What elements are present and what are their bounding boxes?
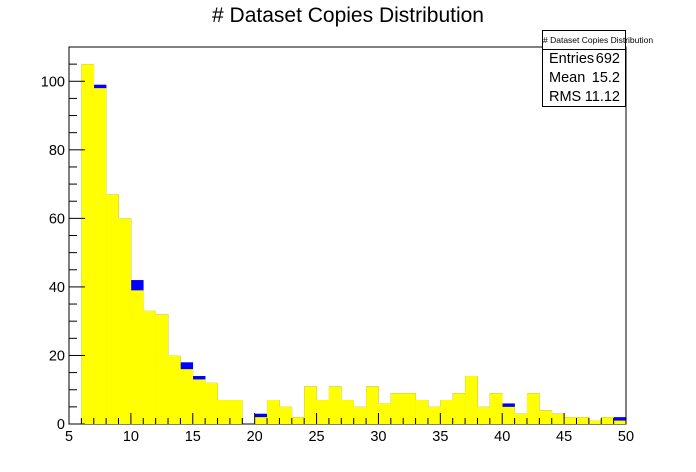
x-tick-label: 20 [247,429,263,445]
histogram-bar [304,386,317,424]
histogram-bar [267,400,280,424]
histogram-bar [576,417,590,424]
histogram-bar [588,420,602,424]
stats-box: # Dataset Copies Distribution Entries 69… [542,30,653,107]
histogram-bar [551,413,565,424]
stats-label: RMS [549,89,582,105]
stats-value: 11.12 [584,89,620,105]
y-tick-label: 40 [49,280,65,296]
histogram-bar [205,382,218,424]
histogram-bar [539,410,553,424]
histogram-bar [143,310,156,424]
histogram-bar [465,376,478,424]
histogram-bar [341,400,354,424]
histogram-bar [118,218,132,424]
histogram-bar [526,393,540,424]
x-tick-label: 45 [556,429,572,445]
histogram-bar [353,406,367,424]
x-tick-label: 50 [618,429,634,445]
histogram-bar [93,88,107,425]
histogram-bar [452,393,466,424]
x-tick-label: 10 [123,429,139,445]
histogram-bar [328,386,342,424]
x-tick-label: 25 [308,429,324,445]
stats-row-entries: Entries 692 [543,50,625,69]
histogram-bar [180,369,194,424]
histogram-bar [477,406,491,424]
histogram-bar [502,406,515,424]
histogram-bar [415,400,429,424]
y-tick-label: 60 [49,211,65,227]
histogram-bar [489,393,503,424]
histogram-bar [427,406,441,424]
y-tick-label: 100 [41,74,65,90]
histogram-bar [254,417,268,424]
histogram-bar [130,290,144,424]
x-tick-label: 5 [65,429,73,445]
stats-row-mean: Mean 15.2 [543,69,625,88]
histogram-bar [601,417,614,424]
histogram-bar [564,417,577,424]
y-tick-label: 80 [49,143,65,159]
histogram-bar [217,400,231,424]
histogram-bar [229,400,243,424]
stats-value: 15.2 [591,70,620,86]
x-tick-label: 40 [494,429,510,445]
x-tick-label: 30 [370,429,386,445]
histogram-bar [81,64,95,425]
stats-value: 692 [595,51,620,67]
y-tick-label: 0 [57,417,65,433]
histogram-bar [440,400,454,424]
histogram-bar [403,393,416,424]
histogram-bar [155,314,169,424]
stats-title: # Dataset Copies Distribution [543,31,653,50]
histogram-bar [168,355,181,424]
histogram-bar [366,386,379,424]
histogram-bar [613,420,627,424]
stats-row-rms: RMS 11.12 [543,88,625,107]
histogram-bar [106,194,119,424]
histogram-bar [291,417,305,424]
histogram-bar [279,406,293,424]
stats-label: Mean [549,70,586,86]
histogram-bar [390,393,404,424]
stats-label: Entries [549,51,595,67]
histogram-bar [514,413,528,424]
chart-title: # Dataset Copies Distribution [212,4,484,27]
x-tick-label: 15 [185,429,201,445]
histogram-bar [316,400,330,424]
x-tick-label: 35 [432,429,448,445]
y-tick-label: 20 [49,348,65,364]
histogram-bar [378,403,392,424]
histogram-bar [192,379,206,424]
